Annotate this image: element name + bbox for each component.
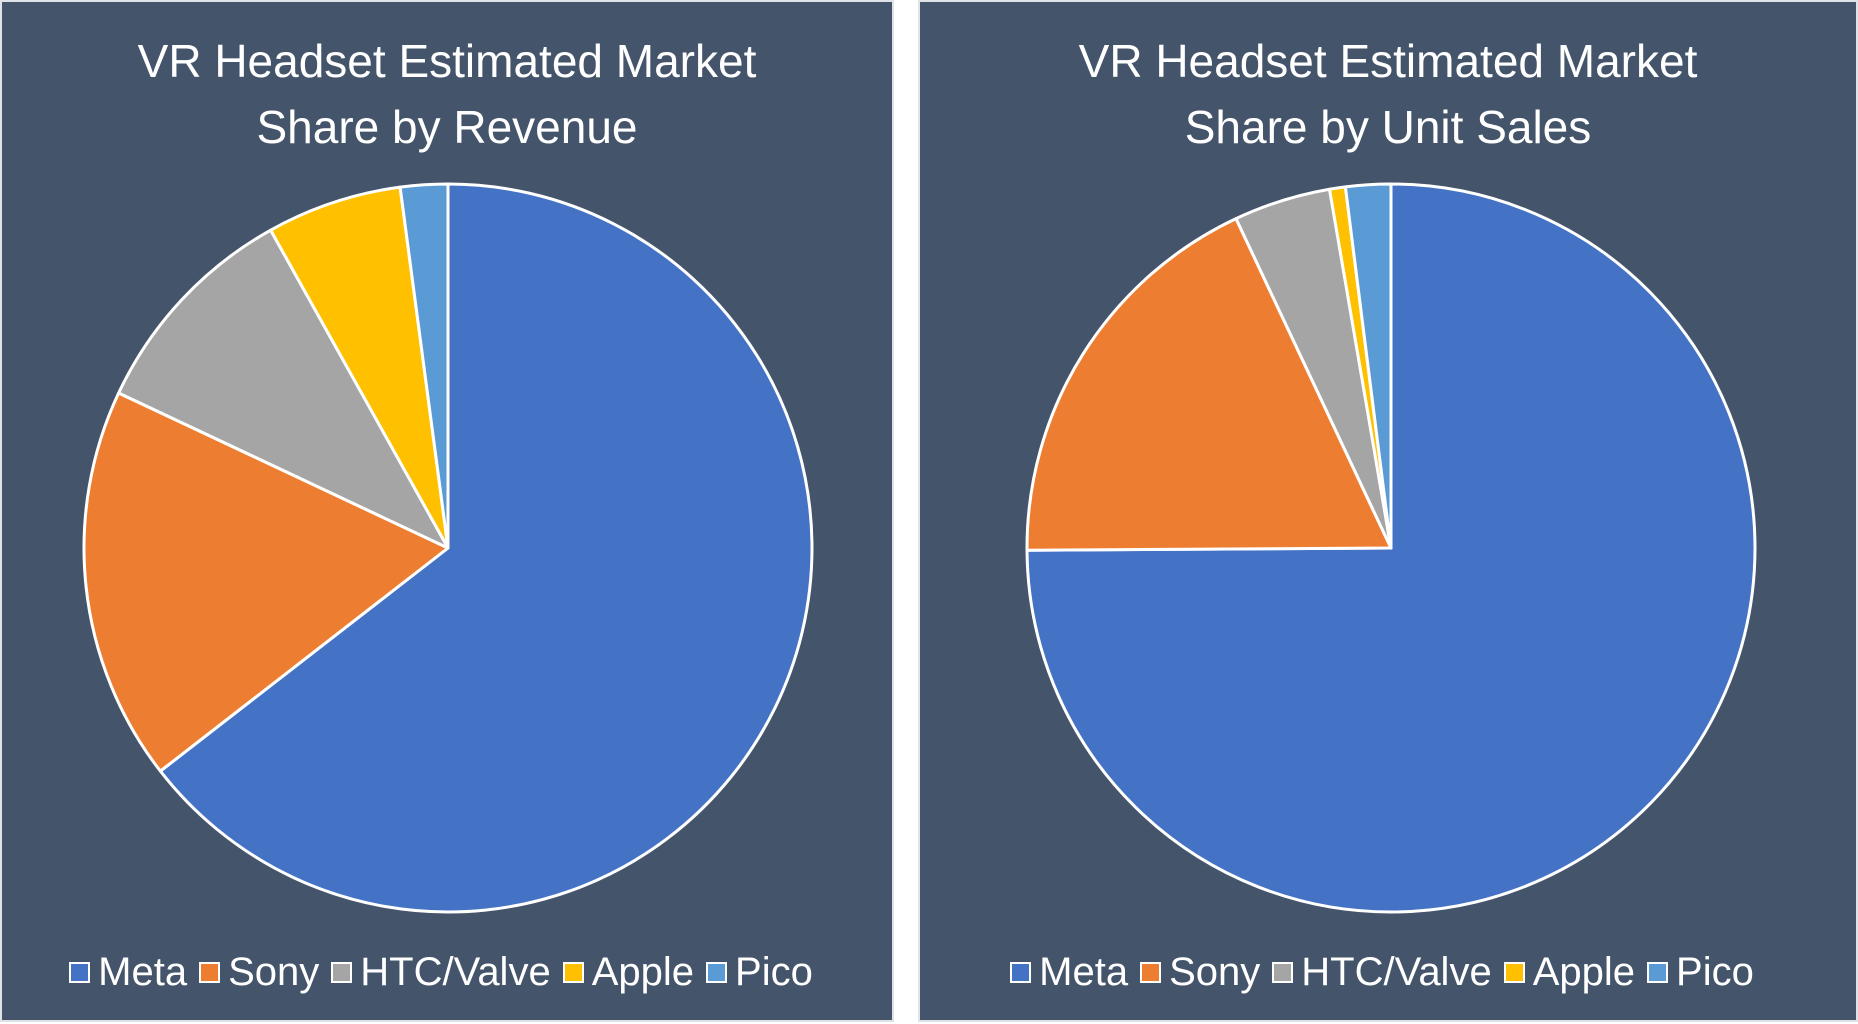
legend-label-pico: Pico — [1676, 950, 1754, 994]
unit-sales-chart-panel: VR Headset Estimated Market Share by Uni… — [918, 0, 1858, 1022]
legend-swatch-htc-valve — [1272, 961, 1294, 983]
legend-swatch-htc-valve — [331, 961, 353, 983]
legend-item-htc-valve: HTC/Valve — [331, 944, 551, 1000]
legend-swatch-pico — [706, 961, 728, 983]
chart-title-line-1: VR Headset Estimated Market — [1078, 35, 1698, 87]
revenue-pie-chart — [82, 182, 814, 914]
pie-slice-sony — [1025, 217, 1393, 552]
pie-slice-sony — [82, 391, 450, 773]
legend-item-htc-valve: HTC/Valve — [1272, 944, 1492, 1000]
legend-item-apple: Apple — [562, 944, 695, 1000]
legend-label-htc-valve: HTC/Valve — [1301, 950, 1492, 994]
pie-slice-meta — [158, 182, 814, 914]
chart-title: VR Headset Estimated Market Share by Rev… — [2, 28, 892, 160]
legend-item-sony: Sony — [199, 944, 319, 1000]
chart-legend: Meta Sony HTC/Valve Apple Pico — [2, 944, 892, 1000]
chart-title-line-2: Share by Revenue — [256, 101, 638, 153]
legend-swatch-sony — [1140, 961, 1162, 983]
chart-title-line-2: Share by Unit Sales — [1184, 101, 1592, 153]
legend-label-pico: Pico — [735, 950, 813, 994]
legend-swatch-meta — [69, 961, 91, 983]
legend-swatch-pico — [1647, 961, 1669, 983]
legend-item-sony: Sony — [1140, 944, 1260, 1000]
chart-title: VR Headset Estimated Market Share by Uni… — [920, 28, 1856, 160]
legend-swatch-apple — [562, 961, 584, 983]
legend-swatch-apple — [1503, 961, 1525, 983]
chart-title-line-1: VR Headset Estimated Market — [137, 35, 757, 87]
unit-sales-pie-chart — [1025, 182, 1757, 914]
chart-legend: Meta Sony HTC/Valve Apple Pico — [920, 944, 1856, 1000]
legend-label-sony: Sony — [1169, 950, 1261, 994]
legend-label-apple: Apple — [591, 950, 695, 994]
pie-slice-pico — [1343, 182, 1393, 550]
legend-label-sony: Sony — [228, 950, 320, 994]
pie-slice-pico — [398, 182, 450, 550]
legend-swatch-meta — [1010, 961, 1032, 983]
pie-slice-apple — [269, 185, 450, 550]
revenue-chart-panel: VR Headset Estimated Market Share by Rev… — [0, 0, 894, 1022]
legend-label-apple: Apple — [1532, 950, 1636, 994]
legend-swatch-sony — [199, 961, 221, 983]
legend-item-pico: Pico — [1647, 944, 1754, 1000]
legend-label-meta: Meta — [1039, 950, 1129, 994]
pie-slice-htc-valve — [117, 228, 450, 550]
legend-label-meta: Meta — [98, 950, 188, 994]
legend-item-meta: Meta — [1010, 944, 1128, 1000]
legend-label-htc-valve: HTC/Valve — [360, 950, 551, 994]
legend-item-apple: Apple — [1503, 944, 1636, 1000]
legend-item-pico: Pico — [706, 944, 813, 1000]
legend-item-meta: Meta — [69, 944, 187, 1000]
